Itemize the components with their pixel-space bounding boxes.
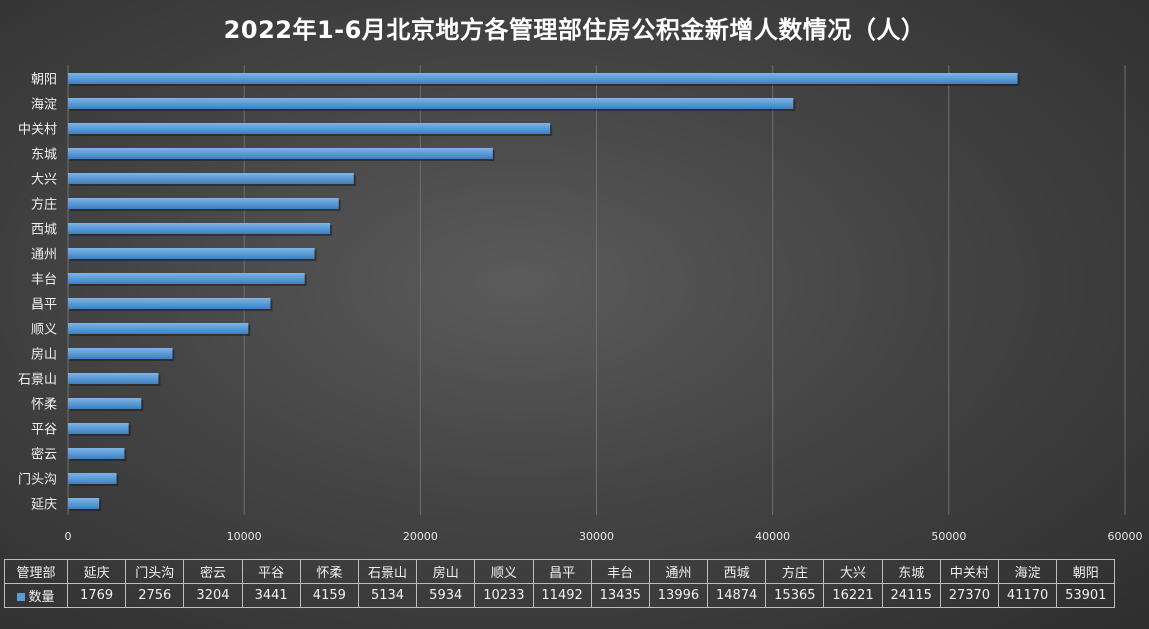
y-category-label: 通州: [31, 248, 57, 263]
table-value-cell: 41170: [997, 583, 1058, 608]
bar-房山: [68, 348, 173, 359]
legend-key-icon: [17, 592, 26, 601]
table-series-label: 数量: [4, 583, 68, 608]
table-value-cell: 13996: [648, 583, 709, 608]
table-value-cell: 5934: [416, 583, 476, 608]
y-category-label: 顺义: [31, 323, 57, 338]
y-category-label: 海淀: [31, 98, 57, 113]
table-header-label: 管理部: [4, 559, 68, 584]
bar-平谷: [68, 423, 129, 434]
table-category-cell: 昌平: [532, 559, 592, 584]
table-category-cell: 方庄: [765, 559, 825, 584]
bar-石景山: [68, 373, 159, 384]
x-tick-label: 20000: [403, 530, 438, 543]
bar-海淀: [68, 98, 794, 109]
y-category-label: 中关村: [18, 123, 57, 138]
table-value-cell: 13435: [590, 583, 650, 608]
bar-延庆: [68, 498, 100, 509]
legend-series-name: 数量: [28, 590, 55, 605]
data-table: 管理部 延庆 门头沟 密云 平谷 怀柔 石景山 房山 顺义 昌平 丰台 通州 西城 方庄 大兴 东城 中关村海…: [4, 559, 1116, 608]
table-category-cell: 大兴: [823, 559, 883, 584]
bar-怀柔: [68, 398, 142, 409]
y-category-label: 石景山: [18, 373, 57, 388]
bar-密云: [68, 448, 125, 459]
x-tick-label: 10000: [227, 530, 262, 543]
bar-大兴: [68, 173, 354, 184]
table-value-cell: 1769: [66, 583, 127, 608]
y-category-label: 丰台: [31, 273, 57, 288]
table-category-cell: 丰台: [590, 559, 650, 584]
table-category-cell: 海淀: [997, 559, 1058, 584]
y-category-label: 朝阳: [31, 73, 57, 88]
bar-顺义: [68, 323, 249, 334]
y-category-label: 房山: [31, 347, 57, 363]
bar-门头沟: [68, 473, 117, 484]
table-value-cell: 10233: [474, 583, 534, 608]
table-category-cell: 延庆: [66, 559, 127, 584]
table-value-cell: 16221: [823, 583, 883, 608]
table-value-cell: 3204: [183, 583, 243, 608]
y-category-label: 密云: [31, 447, 57, 463]
bar-东城: [68, 148, 493, 159]
chart-title: 2022年1-6月北京地方各管理部住房公积金新增人数情况（人）: [223, 16, 926, 44]
table-category-cell: 平谷: [241, 559, 301, 584]
table-category-cell: 门头沟: [125, 559, 185, 584]
table-value-cell: 15365: [765, 583, 825, 608]
y-category-label: 平谷: [31, 423, 57, 438]
table-category-cell: 西城: [707, 559, 767, 584]
x-tick-label: 60000: [1108, 530, 1143, 543]
table-value-cell: 24115: [881, 583, 941, 608]
table-category-cell: 密云: [183, 559, 243, 584]
bar-方庄: [68, 198, 339, 209]
bar-chart: 延庆门头沟密云平谷怀柔石景山房山顺义昌平丰台通州西城方庄大兴东城中关村海淀朝阳 …: [18, 65, 1143, 543]
table-header-row: 管理部 延庆 门头沟 密云 平谷 怀柔 石景山 房山 顺义 昌平 丰台 通州 西城 方庄 大兴 东城 中关村海…: [4, 559, 1116, 584]
table-category-cell: 中关村: [939, 559, 1000, 584]
y-category-label: 昌平: [31, 298, 57, 313]
table-value-cell: 11492: [532, 583, 592, 608]
table-category-cell: 通州: [648, 559, 709, 584]
bar-昌平: [68, 298, 271, 309]
x-tick-label: 40000: [755, 530, 790, 543]
table-value-cell: 27370: [939, 583, 1000, 608]
y-category-label: 延庆: [31, 498, 57, 513]
table-value-cell: 5134: [357, 583, 418, 608]
table-category-cell: 顺义: [474, 559, 534, 584]
x-tick-label: 50000: [931, 530, 966, 543]
table-category-cell: 怀柔: [299, 559, 359, 584]
table-category-cell: 东城: [881, 559, 941, 584]
y-category-label: 东城: [31, 148, 57, 163]
table-category-cell: 朝阳: [1056, 559, 1116, 584]
table-value-cell: 14874: [707, 583, 767, 608]
bar-西城: [68, 223, 331, 234]
table-value-cell: 53901: [1056, 583, 1116, 608]
bar-朝阳: [68, 73, 1018, 84]
y-category-label: 门头沟: [18, 473, 57, 488]
x-tick-label: 30000: [579, 530, 614, 543]
table-category-cell: 石景山: [357, 559, 418, 584]
y-category-label: 怀柔: [31, 398, 57, 413]
bar-通州: [68, 248, 315, 259]
table-value-cell: 2756: [125, 583, 185, 608]
y-category-label: 西城: [31, 223, 57, 238]
y-category-label: 大兴: [31, 173, 57, 188]
y-category-label: 方庄: [31, 197, 57, 213]
table-category-cell: 房山: [416, 559, 476, 584]
table-value-row: 数量 1769 2756 3204 3441 4159 5134 5934 10233 1149…: [4, 583, 1116, 608]
bar-中关村: [68, 123, 551, 134]
bar-丰台: [68, 273, 305, 284]
table-value-cell: 3441: [241, 583, 301, 608]
table-value-cell: 4159: [299, 583, 359, 608]
x-tick-label: 0: [65, 530, 72, 543]
